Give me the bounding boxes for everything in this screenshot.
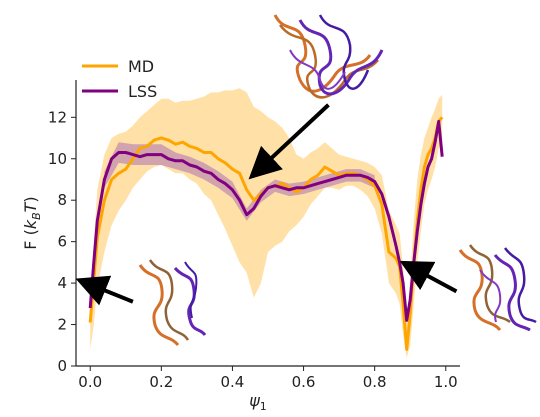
- y-axis-ticks: 0 2 4 6 8 10 12: [48, 108, 76, 375]
- right-structure-image: [458, 244, 537, 332]
- x-axis-ticks: 0.0 0.2 0.4 0.6 0.8 1.0: [78, 366, 458, 391]
- y-tick-label: 12: [48, 108, 67, 126]
- annotation-arrow: [75, 275, 134, 306]
- y-tick-label: 8: [57, 191, 67, 209]
- x-axis-label: ψ1: [249, 391, 267, 413]
- lss-uncertainty-band: [104, 142, 375, 221]
- left-structure-image: [138, 259, 207, 347]
- x-tick-label: 0.8: [363, 373, 387, 391]
- annotation-arrow: [399, 260, 458, 294]
- series-line-lss: [88, 119, 444, 322]
- y-tick-label: 2: [57, 316, 67, 334]
- x-tick-label: 0.2: [149, 373, 173, 391]
- legend: MD LSS: [82, 57, 157, 101]
- x-tick-label: 1.0: [434, 373, 458, 391]
- x-tick-label: 0.0: [78, 373, 102, 391]
- y-axis-label: F (kBT): [21, 196, 43, 249]
- legend-md-label: MD: [128, 57, 154, 76]
- y-tick-label: 4: [57, 274, 67, 292]
- y-tick-label: 0: [57, 357, 67, 375]
- y-tick-label: 6: [57, 233, 67, 251]
- x-tick-label: 0.4: [221, 373, 245, 391]
- x-tick-label: 0.6: [292, 373, 316, 391]
- series-line-md: [88, 116, 444, 351]
- top-structure-image: [273, 14, 384, 99]
- annotation-arrows: [75, 103, 458, 306]
- legend-lss-label: LSS: [128, 82, 157, 101]
- annotation-arrow: [248, 103, 330, 180]
- y-tick-label: 10: [48, 150, 67, 168]
